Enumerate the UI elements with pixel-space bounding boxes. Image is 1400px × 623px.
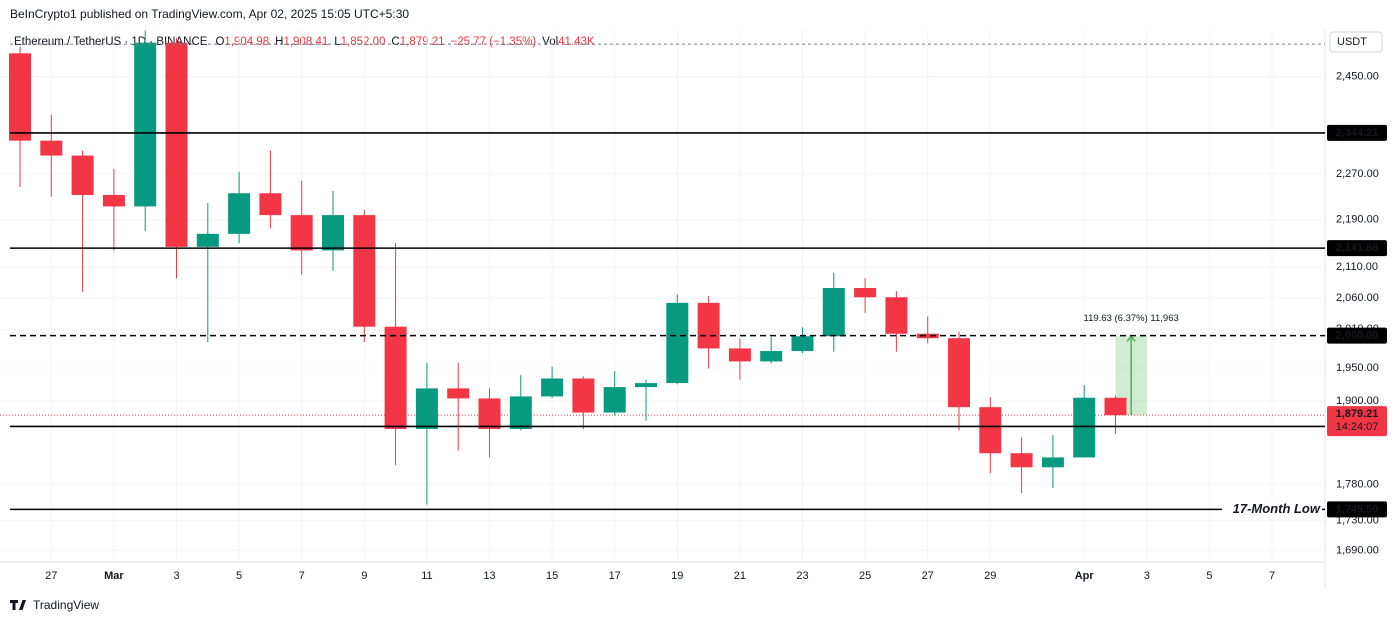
x-tick-label: 17 [609,570,621,582]
candle-body [916,333,939,339]
legend: Ethereum / TetherUS · 1D · BINANCE O1,904… [14,36,595,48]
candle-body [165,42,188,247]
candle-body [603,387,626,413]
price-label-box [1327,501,1387,518]
price-label: 2,000.00 [1336,330,1379,342]
annotation-bg [1222,500,1322,519]
candle-body [948,338,970,408]
y-tick-label: 2,190.00 [1336,214,1379,226]
x-tick-label: 27 [922,570,934,582]
candle-body [728,348,751,362]
current-price-label: 1,879.21 [1336,408,1379,420]
annotation: 17-Month Low [1233,501,1321,516]
legend-key: H [275,36,283,48]
y-tick-label: 2,450.00 [1336,70,1379,82]
legend-symbol: Ethereum / TetherUS · 1D · BINANCE [14,36,208,48]
countdown-label: 14:24:07 [1336,421,1379,433]
x-tick-label: 27 [45,570,57,582]
candle-body [572,378,595,413]
x-tick-label: 11 [421,570,432,582]
candle-body [541,378,564,397]
x-tick-label: 9 [361,570,367,582]
candle-body [760,351,783,362]
candle-body [71,155,94,195]
legend-change: −25.77 (−1.35%) [450,36,536,48]
candle-body [322,215,344,251]
x-tick-label: 23 [796,570,808,582]
x-tick-label: 7 [1269,570,1275,582]
candle-body [885,297,908,334]
measure-label: 119.63 (6.37%) 11,963 [1084,313,1179,324]
candle-body [666,302,689,384]
x-tick-label: 3 [1144,570,1150,582]
y-tick-label: 1,730.00 [1336,515,1379,527]
candle-body [384,326,407,429]
x-tick-label: 15 [546,570,558,582]
x-tick-label: 25 [859,570,871,582]
legend-key: C [391,36,399,48]
legend-volume-key: Vol [542,36,558,48]
legend-value: 1,904.98 [224,36,269,48]
legend-value: 1,879.21 [400,36,445,48]
y-tick-label: 2,060.00 [1336,292,1379,304]
candle-body [9,53,31,141]
candle-body [697,302,720,349]
y-tick-label: 1,900.00 [1336,395,1379,407]
y-tick-label: 2,270.00 [1336,168,1379,180]
legend-key: L [334,36,341,48]
candle-body [822,288,845,337]
x-tick-label: 13 [483,570,495,582]
candle-body [415,388,438,429]
candle-body [1041,457,1064,468]
candle-body [635,383,657,388]
candle-body [854,288,877,298]
candle-body [1073,397,1096,458]
currency-box [1329,31,1383,53]
y-tick-label: 2,110.00 [1336,261,1378,273]
candle-body [102,194,125,207]
candle-body [979,407,1002,454]
candle-body [791,336,814,352]
currency: USDT [1337,36,1367,48]
price-label: 1,745.50 [1336,503,1379,515]
candle-body [353,215,376,327]
legend-value: 1,908.41 [283,36,328,48]
legend-key: O [215,36,224,48]
price-label-box [1327,327,1387,344]
x-tick-label: Apr [1075,570,1095,582]
x-tick-label: 5 [1206,570,1212,582]
x-tick-label: 7 [299,570,305,582]
y-tick-label: 1,780.00 [1336,478,1379,490]
price-label: 2,141.88 [1336,242,1379,254]
candle-body [1104,397,1127,416]
candle-body [228,193,251,234]
candle-body [134,42,157,207]
price-label-box [1327,240,1387,257]
x-tick-label: 21 [734,570,746,582]
x-tick-label: 29 [984,570,996,582]
candle-body [1010,453,1033,468]
footer-logo [10,600,26,610]
price-label: 2,344.21 [1336,127,1379,139]
y-tick-label: 1,950.00 [1336,362,1379,374]
footer: TradingView [33,598,99,612]
candle-body [196,233,219,247]
legend-volume: 41.43K [558,36,595,48]
candle-body [40,140,63,156]
candle-body [290,215,313,251]
header: BeInCrypto1 published on TradingView.com… [10,7,409,21]
x-tick-label: 5 [236,570,242,582]
price-label-box [1327,124,1387,141]
legend-value: 1,852.00 [341,36,386,48]
candle-body [259,193,282,216]
candle-body [447,388,470,399]
current-price-box [1327,406,1387,437]
y-tick-label: 1,690.00 [1336,545,1379,557]
candle-body [478,398,501,429]
candle-body [509,396,532,429]
x-tick-label: 19 [671,570,683,582]
x-tick-label: 3 [173,570,179,582]
x-tick-label: Mar [104,570,124,582]
